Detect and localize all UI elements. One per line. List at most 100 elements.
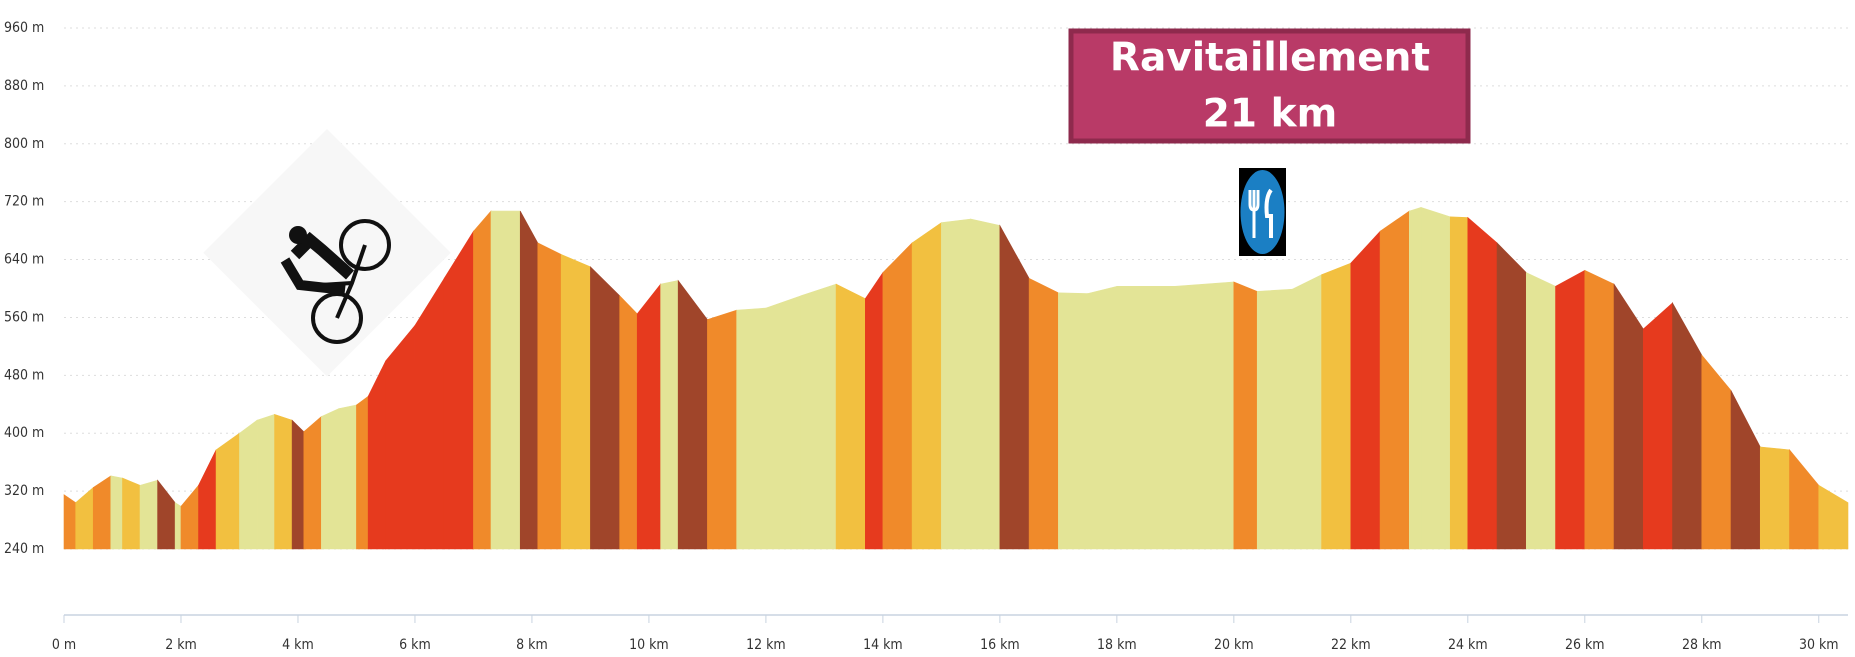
- elevation-segment: [1450, 217, 1468, 549]
- elevation-segment: [1322, 263, 1351, 549]
- elevation-segment: [1585, 270, 1614, 549]
- elevation-segment: [199, 450, 217, 549]
- elevation-segment: [1029, 278, 1058, 549]
- elevation-segment: [368, 361, 386, 549]
- elevation-segment: [678, 281, 707, 549]
- elevation-segment: [64, 495, 76, 549]
- annotation-text: Ravitaillement: [1110, 36, 1430, 81]
- elevation-segment: [1421, 207, 1450, 549]
- elevation-segment: [941, 219, 970, 549]
- x-tick-label: 2 km: [165, 637, 197, 653]
- elevation-segment: [912, 223, 941, 549]
- elevation-segment: [321, 409, 339, 549]
- y-tick-label: 240 m: [4, 541, 44, 557]
- elevation-segment: [1673, 303, 1702, 549]
- elevation-segment: [661, 281, 679, 549]
- x-tick-label: 4 km: [282, 637, 314, 653]
- x-tick-label: 24 km: [1448, 637, 1488, 653]
- x-tick-label: 22 km: [1331, 637, 1371, 653]
- elevation-segment: [304, 417, 322, 549]
- elevation-segment: [1731, 391, 1760, 549]
- elevation-segment: [122, 478, 140, 549]
- x-tick-label: 30 km: [1799, 637, 1839, 653]
- chart: 240 m 320 m 400 m 480 m 560 m 640 m 720 m 800 m…: [0, 0, 1855, 657]
- x-tick-label: 10 km: [629, 637, 669, 653]
- elevation-segment: [292, 420, 304, 549]
- elevation-segment: [181, 485, 199, 549]
- elevation-segment: [836, 284, 865, 549]
- page: 240 m 320 m 400 m 480 m 560 m 640 m 720 m 800 m…: [0, 0, 1855, 657]
- plot-area: 240 m 320 m 400 m 480 m 560 m 640 m 720 m 800 m…: [4, 20, 1848, 653]
- x-tick-label: 26 km: [1565, 637, 1605, 653]
- elevation-segment: [1643, 303, 1672, 549]
- y-tick-label: 640 m: [4, 252, 44, 268]
- elevation-segment: [257, 414, 275, 549]
- x-tick-label: 18 km: [1097, 637, 1137, 653]
- elevation-segment: [707, 310, 736, 549]
- elevation-segment: [1702, 355, 1731, 549]
- elevation-segment: [93, 476, 111, 549]
- x-tick-label: 0 m: [52, 637, 76, 653]
- elevation-segment: [356, 396, 368, 549]
- elevation-segment: [158, 480, 176, 549]
- elevation-segment: [561, 254, 590, 549]
- elevation-segment: [1760, 447, 1789, 549]
- elevation-segment: [275, 414, 293, 549]
- elevation-segment: [801, 284, 836, 549]
- elevation-segment: [111, 476, 123, 549]
- x-tick-label: 8 km: [516, 637, 548, 653]
- y-tick-label: 720 m: [4, 194, 44, 210]
- elevation-segment: [1556, 270, 1585, 549]
- elevation-segment: [473, 211, 491, 549]
- elevation-segment: [1468, 218, 1497, 549]
- elevation-segment: [415, 278, 444, 549]
- elevation-segment: [1526, 273, 1555, 549]
- x-tick-label: 28 km: [1682, 637, 1722, 653]
- elevation-segment: [1000, 226, 1029, 549]
- x-tick-label: 16 km: [980, 637, 1020, 653]
- elevation-segment: [1088, 286, 1117, 549]
- y-tick-label: 800 m: [4, 136, 44, 152]
- elevation-segment: [620, 296, 638, 549]
- elevation-segment: [491, 211, 520, 549]
- elevation-segment: [76, 487, 94, 549]
- elevation-segment: [1380, 211, 1409, 549]
- elevation-segment: [1351, 231, 1380, 549]
- annotation-text: 21 km: [1203, 92, 1337, 137]
- y-tick-label: 960 m: [4, 20, 44, 36]
- elevation-segment: [1790, 450, 1819, 549]
- food-icon: [1239, 168, 1286, 256]
- elevation-segment: [971, 219, 1000, 549]
- elevation-segment: [538, 243, 561, 549]
- elevation-segment: [386, 325, 415, 549]
- x-tick-label: 14 km: [863, 637, 903, 653]
- elevation-segment: [1614, 284, 1643, 549]
- elevation-segment: [239, 420, 257, 549]
- elevation-segment: [766, 296, 801, 549]
- elevation-segment: [140, 480, 158, 549]
- y-tick-label: 560 m: [4, 309, 44, 325]
- x-tick-label: 6 km: [399, 637, 431, 653]
- elevation-segment: [590, 267, 619, 549]
- y-tick-label: 480 m: [4, 367, 44, 383]
- elevation-segment: [1819, 485, 1848, 549]
- elevation-segment: [520, 211, 538, 549]
- elevation-segment: [1058, 293, 1087, 549]
- x-tick-label: 20 km: [1214, 637, 1254, 653]
- elevation-segment: [1497, 243, 1526, 549]
- x-tick-label: 12 km: [746, 637, 786, 653]
- elevation-segment: [883, 243, 912, 549]
- elevation-segment: [865, 273, 883, 549]
- elevation-segment: [737, 308, 766, 549]
- elevation-segment: [1257, 289, 1292, 549]
- elevation-segment: [1234, 282, 1257, 549]
- elevation-segment: [216, 433, 239, 549]
- y-tick-label: 400 m: [4, 425, 44, 441]
- elevation-segment: [1292, 275, 1321, 549]
- elevation-segment: [1409, 207, 1421, 549]
- elevation-segment: [339, 405, 357, 549]
- y-tick-label: 880 m: [4, 78, 44, 94]
- y-tick-label: 320 m: [4, 483, 44, 499]
- elevation-segment: [1117, 286, 1175, 549]
- elevation-segment: [637, 284, 660, 549]
